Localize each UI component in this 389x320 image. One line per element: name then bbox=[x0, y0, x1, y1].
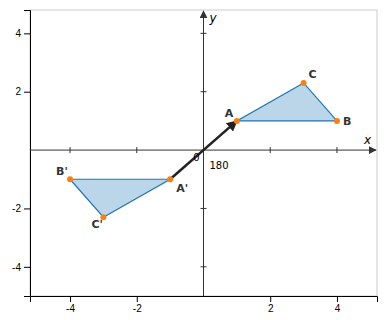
vertex bbox=[67, 176, 73, 182]
x-zero-tick bbox=[336, 147, 337, 153]
x-tick: 2 bbox=[268, 296, 274, 314]
x-tick: 4 bbox=[335, 296, 341, 314]
x-tick-label: 4 bbox=[335, 303, 341, 314]
y-tick-label: -2 bbox=[12, 203, 21, 214]
chart: -4 -2 2 4 -4 -2 2 4 A B C A' B' C' 0 180 x y bbox=[0, 0, 389, 320]
rotation-arrow bbox=[170, 121, 237, 179]
y-tick-label: 2 bbox=[15, 86, 21, 97]
plot-frame bbox=[30, 10, 377, 296]
x-tick-mark bbox=[270, 296, 271, 302]
y-tick-mark bbox=[24, 92, 30, 93]
y-tick: -4 bbox=[12, 262, 30, 273]
labels: A B C A' B' C' 0 180 x y bbox=[56, 11, 372, 231]
x-tick-mark bbox=[70, 296, 71, 302]
y-tick: 4 bbox=[15, 28, 30, 39]
vertex bbox=[167, 176, 173, 182]
vertex bbox=[234, 118, 240, 124]
vertex-label: A bbox=[225, 107, 234, 120]
x-axis: -4 -2 2 4 bbox=[31, 296, 378, 314]
x-zero-tick bbox=[136, 147, 137, 153]
x-tick-label: 2 bbox=[268, 303, 274, 314]
triangle bbox=[237, 83, 337, 121]
x-zero-tick bbox=[70, 147, 71, 153]
vertex-label: A' bbox=[176, 182, 188, 195]
y-tick: 2 bbox=[15, 86, 30, 97]
y-axis-label: y bbox=[209, 11, 218, 25]
y-zero-axis bbox=[203, 11, 204, 296]
plot-area bbox=[30, 11, 376, 296]
origin-label: 0 bbox=[193, 152, 199, 163]
vertex-label: B bbox=[343, 115, 351, 128]
x-tick-mark bbox=[137, 296, 138, 302]
x-tick: -4 bbox=[66, 296, 75, 314]
vertex bbox=[301, 80, 307, 86]
x-zero-tick bbox=[270, 147, 271, 153]
y-zero-tick bbox=[201, 33, 207, 34]
vertex-label: C bbox=[309, 68, 317, 81]
y-tick-label: -4 bbox=[12, 262, 21, 273]
annotation: 180 bbox=[210, 160, 229, 171]
x-tick-mark bbox=[337, 296, 338, 302]
y-zero-tick bbox=[201, 266, 207, 267]
x-axis-line bbox=[31, 297, 378, 303]
x-tick-label: -2 bbox=[133, 303, 142, 314]
vertex bbox=[334, 118, 340, 124]
y-axis: -4 -2 2 4 bbox=[12, 11, 30, 297]
y-tick-mark bbox=[24, 33, 30, 34]
triangle bbox=[70, 179, 170, 217]
vertex-label: B' bbox=[56, 165, 68, 178]
y-zero-tick bbox=[201, 208, 207, 209]
y-zero-tick bbox=[201, 91, 207, 92]
y-tick-mark bbox=[24, 267, 30, 268]
y-tick-label: 4 bbox=[15, 28, 21, 39]
x-tick-label: -4 bbox=[66, 303, 75, 314]
vertex-label: C' bbox=[91, 218, 102, 231]
y-tick: -2 bbox=[12, 203, 30, 214]
x-axis-label: x bbox=[363, 133, 372, 147]
y-axis-line bbox=[24, 11, 31, 297]
y-tick-mark bbox=[24, 208, 30, 209]
x-tick: -2 bbox=[133, 296, 142, 314]
